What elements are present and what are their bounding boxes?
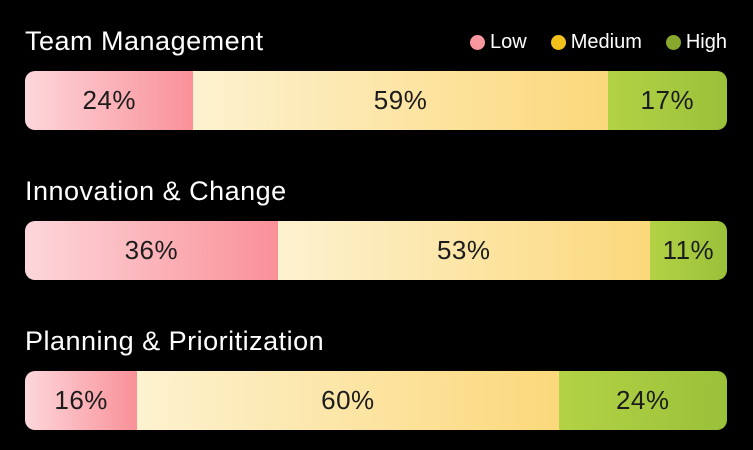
bar-segment-low: 16% <box>25 371 138 430</box>
bar-segment-high: 11% <box>649 221 727 280</box>
bar-segment-low: 24% <box>25 71 194 130</box>
legend-item-low[interactable]: Low <box>470 31 527 54</box>
segment-value-label: 53% <box>436 235 491 265</box>
segment-value-label: 11% <box>662 235 715 265</box>
stacked-bar: 24% 59% 17% <box>25 71 727 130</box>
bar-segment-medium: 59% <box>193 71 608 130</box>
bar-segment-high: 24% <box>558 371 727 430</box>
category-title: Planning & Prioritization <box>25 326 325 356</box>
stacked-bar: 36% 53% 11% <box>25 221 727 280</box>
category-title: Innovation & Change <box>25 176 287 206</box>
category-title: Team Management <box>25 26 264 56</box>
stacked-bar: 16% 60% 24% <box>25 371 727 430</box>
bar-segment-high: 17% <box>607 71 727 130</box>
segment-value-label: 24% <box>82 85 136 115</box>
segment-value-label: 24% <box>615 385 670 415</box>
section-header: Team Management Low Medium High <box>25 0 727 58</box>
segment-value-label: 59% <box>373 85 428 115</box>
segment-value-label: 17% <box>640 85 695 115</box>
legend-dot-medium-icon <box>550 35 566 50</box>
legend-label-medium: Medium <box>570 31 642 53</box>
section-header: Planning & Prioritization <box>25 280 727 358</box>
bar-segment-medium: 60% <box>137 371 559 430</box>
section-header: Innovation & Change <box>25 130 727 208</box>
category-section-planning-prioritization: Planning & Prioritization 16% 60% 24% <box>25 280 727 430</box>
legend-dot-low-icon <box>470 35 486 50</box>
legend-item-high[interactable]: High <box>665 31 727 54</box>
chart-legend: Low Medium High <box>470 31 727 58</box>
legend-item-medium[interactable]: Medium <box>550 31 642 54</box>
legend-dot-high-icon <box>665 35 681 50</box>
bar-segment-medium: 53% <box>277 221 650 280</box>
legend-label-high: High <box>685 31 727 53</box>
category-section-innovation-change: Innovation & Change 36% 53% 11% <box>25 130 727 280</box>
category-section-team-management: Team Management Low Medium High 24% <box>25 0 727 130</box>
segment-value-label: 36% <box>124 235 179 265</box>
segment-value-label: 16% <box>54 385 108 415</box>
segment-value-label: 60% <box>321 385 375 415</box>
legend-label-low: Low <box>490 31 527 53</box>
bar-segment-low: 36% <box>25 221 278 280</box>
